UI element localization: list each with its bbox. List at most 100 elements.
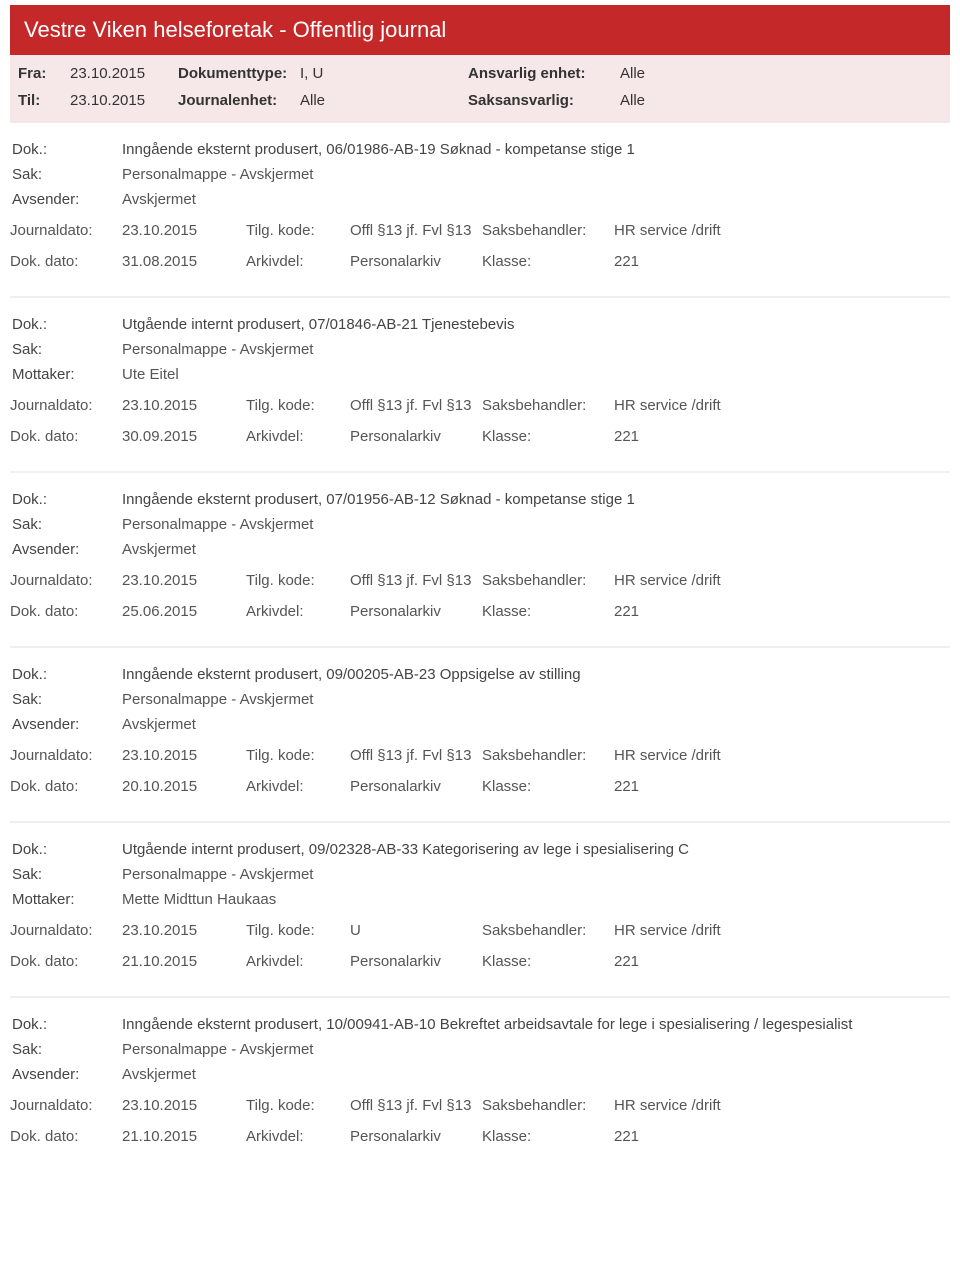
dokdato-label: Dok. dato: (10, 601, 122, 622)
dokdato-label: Dok. dato: (10, 251, 122, 272)
journal-entry: Dok.:Inngående eksternt produsert, 09/00… (10, 646, 950, 821)
arkivdel-label: Arkivdel: (246, 776, 350, 797)
saksbehandler-label: Saksbehandler: (482, 570, 614, 591)
klasse-value: 221 (614, 601, 814, 622)
party-label: Avsender: (10, 1066, 122, 1083)
sak-label: Sak: (10, 166, 122, 183)
party-value: Avskjermet (122, 716, 950, 733)
klasse-label: Klasse: (482, 601, 614, 622)
saksbehandler-value: HR service /drift (614, 395, 814, 416)
dokdato-value: 31.08.2015 (122, 251, 246, 272)
saksansvarlig-label: Saksansvarlig: (460, 92, 620, 109)
arkivdel-value: Personalarkiv (350, 426, 482, 447)
filter-block: Fra: 23.10.2015 Dokumenttype: I, U Ansva… (10, 55, 950, 123)
meta-rows: Journaldato:23.10.2015Tilg. kode:Offl §1… (10, 220, 950, 272)
saksbehandler-label: Saksbehandler: (482, 220, 614, 241)
journaldato-value: 23.10.2015 (122, 920, 246, 941)
saksbehandler-label: Saksbehandler: (482, 920, 614, 941)
dok-label: Dok.: (10, 666, 122, 683)
sak-row: Sak:Personalmappe - Avskjermet (10, 512, 950, 537)
journaldato-value: 23.10.2015 (122, 745, 246, 766)
journal-entry: Dok.:Utgående internt produsert, 09/0232… (10, 821, 950, 996)
arkivdel-label: Arkivdel: (246, 251, 350, 272)
dok-row: Dok.:Inngående eksternt produsert, 10/00… (10, 1012, 950, 1037)
dok-label: Dok.: (10, 491, 122, 508)
sak-value: Personalmappe - Avskjermet (122, 691, 950, 708)
arkivdel-value: Personalarkiv (350, 251, 482, 272)
sak-label: Sak: (10, 691, 122, 708)
fra-label: Fra: (10, 65, 70, 82)
party-row: Mottaker:Mette Midttun Haukaas (10, 887, 950, 912)
meta-rows: Journaldato:23.10.2015Tilg. kode:USaksbe… (10, 920, 950, 972)
dok-value: Inngående eksternt produsert, 09/00205-A… (122, 666, 950, 683)
sak-row: Sak:Personalmappe - Avskjermet (10, 862, 950, 887)
dokdato-label: Dok. dato: (10, 426, 122, 447)
sak-label: Sak: (10, 1041, 122, 1058)
fra-value: 23.10.2015 (70, 65, 170, 82)
party-value: Mette Midttun Haukaas (122, 891, 950, 908)
journalenhet-value: Alle (300, 92, 460, 109)
saksbehandler-label: Saksbehandler: (482, 745, 614, 766)
tilgkode-value: Offl §13 jf. Fvl §13 (350, 395, 482, 416)
doktype-value: I, U (300, 65, 460, 82)
klasse-value: 221 (614, 951, 814, 972)
journaldato-value: 23.10.2015 (122, 1095, 246, 1116)
dok-value: Utgående internt produsert, 07/01846-AB-… (122, 316, 950, 333)
sak-value: Personalmappe - Avskjermet (122, 341, 950, 358)
party-row: Mottaker:Ute Eitel (10, 362, 950, 387)
klasse-value: 221 (614, 251, 814, 272)
journaldato-label: Journaldato: (10, 220, 122, 241)
sak-row: Sak:Personalmappe - Avskjermet (10, 162, 950, 187)
tilgkode-value: Offl §13 jf. Fvl §13 (350, 220, 482, 241)
party-row: Avsender:Avskjermet (10, 537, 950, 562)
party-label: Avsender: (10, 541, 122, 558)
dok-label: Dok.: (10, 841, 122, 858)
meta-rows: Journaldato:23.10.2015Tilg. kode:Offl §1… (10, 1095, 950, 1147)
journaldato-label: Journaldato: (10, 1095, 122, 1116)
dok-value: Inngående eksternt produsert, 06/01986-A… (122, 141, 950, 158)
arkivdel-label: Arkivdel: (246, 426, 350, 447)
party-value: Ute Eitel (122, 366, 950, 383)
dok-label: Dok.: (10, 1016, 122, 1033)
klasse-value: 221 (614, 1126, 814, 1147)
party-row: Avsender:Avskjermet (10, 712, 950, 737)
dokdato-value: 21.10.2015 (122, 951, 246, 972)
journaldato-label: Journaldato: (10, 920, 122, 941)
sak-value: Personalmappe - Avskjermet (122, 516, 950, 533)
saksbehandler-value: HR service /drift (614, 1095, 814, 1116)
klasse-label: Klasse: (482, 951, 614, 972)
page-title: Vestre Viken helseforetak - Offentlig jo… (24, 17, 446, 42)
klasse-label: Klasse: (482, 251, 614, 272)
saksbehandler-label: Saksbehandler: (482, 1095, 614, 1116)
arkivdel-value: Personalarkiv (350, 951, 482, 972)
party-label: Mottaker: (10, 366, 122, 383)
dok-value: Inngående eksternt produsert, 10/00941-A… (122, 1016, 950, 1033)
dokdato-value: 21.10.2015 (122, 1126, 246, 1147)
sak-value: Personalmappe - Avskjermet (122, 1041, 950, 1058)
journaldato-value: 23.10.2015 (122, 220, 246, 241)
ansvarlig-label: Ansvarlig enhet: (460, 65, 620, 82)
klasse-label: Klasse: (482, 1126, 614, 1147)
party-label: Avsender: (10, 191, 122, 208)
party-row: Avsender:Avskjermet (10, 187, 950, 212)
saksbehandler-value: HR service /drift (614, 220, 814, 241)
meta-rows: Journaldato:23.10.2015Tilg. kode:Offl §1… (10, 570, 950, 622)
party-label: Avsender: (10, 716, 122, 733)
tilgkode-label: Tilg. kode: (246, 570, 350, 591)
dok-row: Dok.:Utgående internt produsert, 09/0232… (10, 837, 950, 862)
dok-value: Inngående eksternt produsert, 07/01956-A… (122, 491, 950, 508)
journalenhet-label: Journalenhet: (170, 92, 300, 109)
dokdato-value: 30.09.2015 (122, 426, 246, 447)
tilgkode-label: Tilg. kode: (246, 220, 350, 241)
party-value: Avskjermet (122, 541, 950, 558)
tilgkode-label: Tilg. kode: (246, 745, 350, 766)
til-label: Til: (10, 92, 70, 109)
sak-value: Personalmappe - Avskjermet (122, 866, 950, 883)
dok-label: Dok.: (10, 141, 122, 158)
sak-label: Sak: (10, 516, 122, 533)
journal-entry: Dok.:Utgående internt produsert, 07/0184… (10, 296, 950, 471)
tilgkode-value: Offl §13 jf. Fvl §13 (350, 745, 482, 766)
tilgkode-label: Tilg. kode: (246, 920, 350, 941)
sak-value: Personalmappe - Avskjermet (122, 166, 950, 183)
til-value: 23.10.2015 (70, 92, 170, 109)
